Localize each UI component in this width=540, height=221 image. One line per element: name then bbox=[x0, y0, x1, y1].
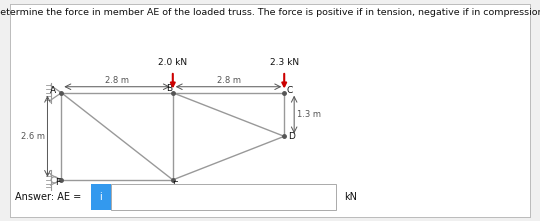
Text: 2.6 m: 2.6 m bbox=[21, 132, 45, 141]
FancyBboxPatch shape bbox=[91, 184, 111, 210]
Text: i: i bbox=[99, 192, 102, 202]
Text: D: D bbox=[288, 132, 295, 141]
Text: F: F bbox=[55, 178, 60, 187]
Text: 2.8 m: 2.8 m bbox=[217, 76, 240, 85]
Text: Determine the force in member AE of the loaded truss. The force is positive if i: Determine the force in member AE of the … bbox=[0, 8, 540, 17]
FancyBboxPatch shape bbox=[111, 184, 336, 210]
Text: Answer: AE =: Answer: AE = bbox=[15, 192, 84, 202]
Text: E: E bbox=[172, 181, 178, 191]
Text: 2.8 m: 2.8 m bbox=[105, 76, 129, 85]
Text: 2.3 kN: 2.3 kN bbox=[269, 58, 299, 67]
Text: C: C bbox=[286, 86, 293, 95]
Text: B: B bbox=[166, 84, 173, 93]
Text: kN: kN bbox=[344, 192, 357, 202]
Text: 1.3 m: 1.3 m bbox=[297, 110, 321, 119]
Text: A: A bbox=[50, 86, 56, 95]
Text: 2.0 kN: 2.0 kN bbox=[158, 58, 187, 67]
